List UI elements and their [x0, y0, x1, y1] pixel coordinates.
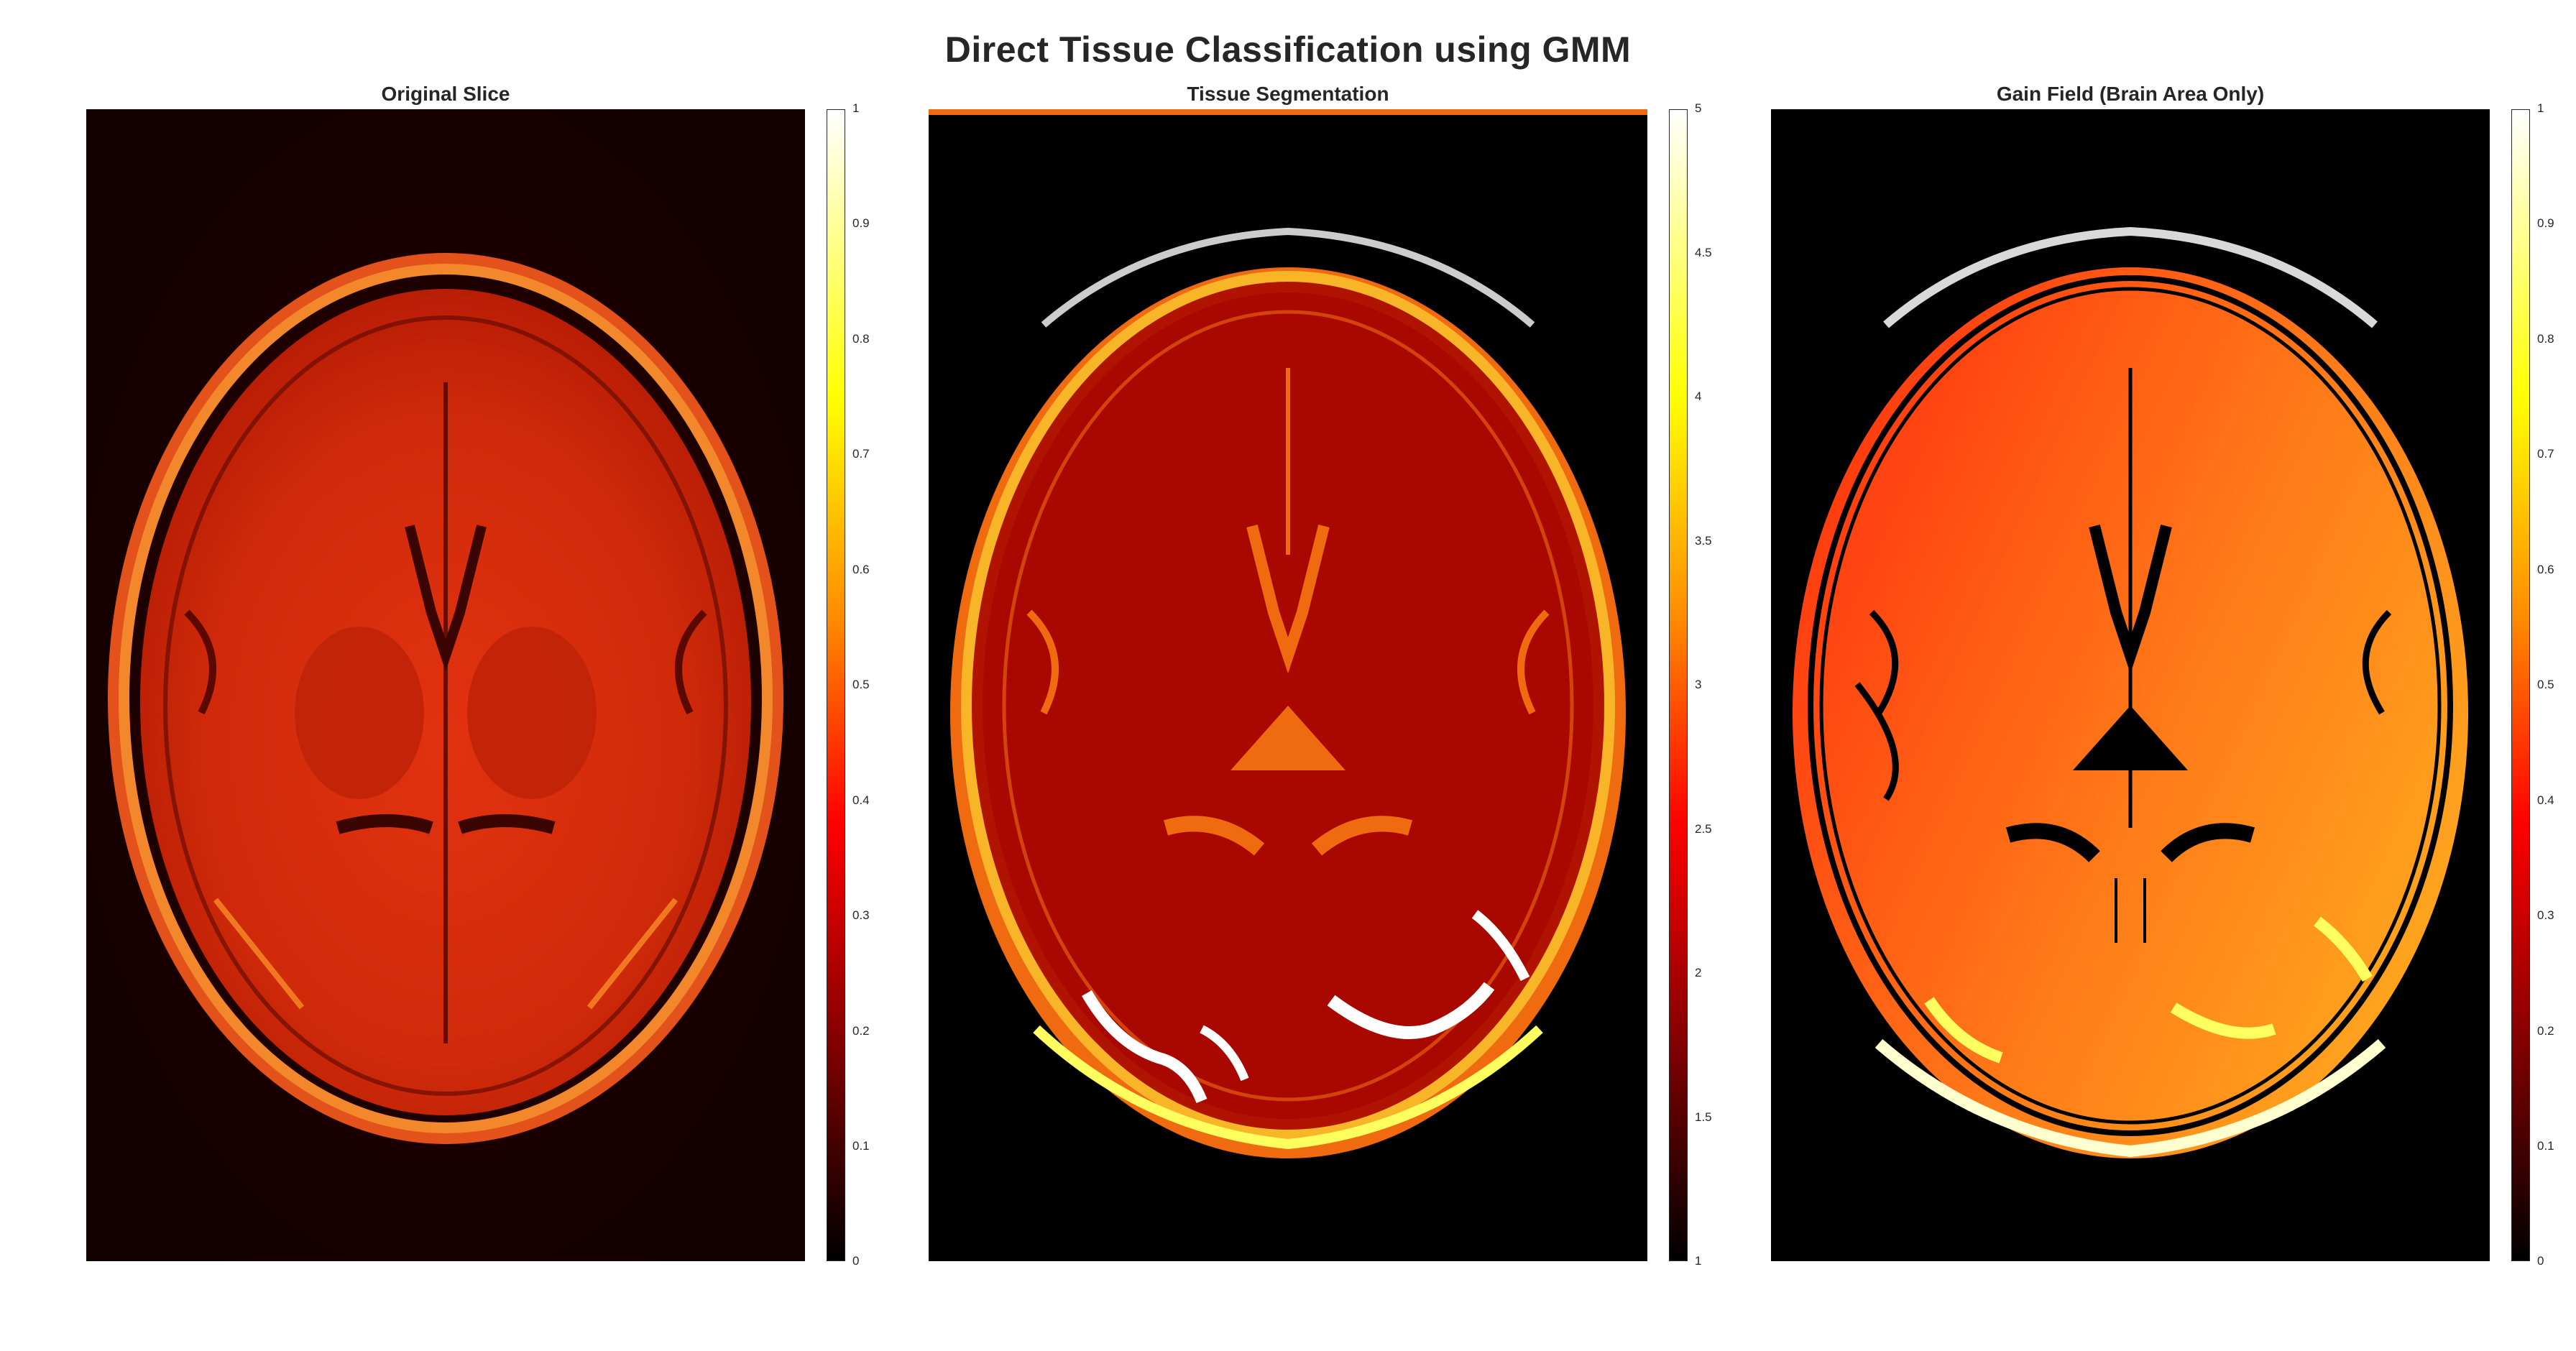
cbar1-tick: 1: [852, 101, 860, 115]
cbar1-tick: 0: [852, 1254, 860, 1268]
cbar1-tick: 0.8: [852, 332, 870, 346]
cbar2-tick: 3.5: [1695, 534, 1712, 548]
cbar3-tick: 0: [2537, 1254, 2544, 1268]
figure-title: Direct Tissue Classification using GMM: [944, 29, 1632, 70]
tissue-segmentation-image: [929, 109, 1647, 1261]
cbar3-tick: 0.6: [2537, 563, 2554, 576]
cbar2-tick: 1: [1695, 1254, 1702, 1268]
cbar1-tick: 0.5: [852, 678, 870, 691]
cbar2-tick: 4: [1695, 389, 1702, 403]
cbar3-tick: 0.4: [2537, 793, 2554, 807]
cbar3-tick: 1: [2537, 101, 2544, 115]
cbar1-tick: 0.6: [852, 563, 870, 576]
cbar3-tick: 0.2: [2537, 1024, 2554, 1038]
colorbar-tissue-segmentation: [1669, 109, 1688, 1261]
cbar2-tick: 2.5: [1695, 822, 1712, 836]
cbar1-tick: 0.3: [852, 908, 870, 922]
cbar2-tick: 5: [1695, 101, 1702, 115]
panel-title-tissue-segmentation: Tissue Segmentation: [1187, 83, 1389, 105]
colorbar-original-slice: [827, 109, 845, 1261]
panel-title-original-slice: Original Slice: [381, 83, 510, 105]
cbar1-tick: 0.4: [852, 793, 870, 807]
cbar1-tick: 0.7: [852, 447, 870, 461]
cbar2-tick: 2: [1695, 966, 1702, 979]
cbar3-tick: 0.3: [2537, 908, 2554, 922]
cbar2-tick: 3: [1695, 678, 1702, 691]
cbar1-tick: 0.2: [852, 1024, 870, 1038]
cbar1-tick: 0.9: [852, 216, 870, 230]
cbar3-tick: 0.5: [2537, 678, 2554, 691]
gain-field-image: [1771, 109, 2490, 1261]
cbar2-tick: 4.5: [1695, 246, 1712, 259]
cbar3-tick: 0.9: [2537, 216, 2554, 230]
panel-title-gain-field: Gain Field (Brain Area Only): [1996, 83, 2265, 105]
cbar3-tick: 0.8: [2537, 332, 2554, 346]
cbar1-tick: 0.1: [852, 1139, 870, 1153]
cbar2-tick: 1.5: [1695, 1110, 1712, 1124]
colorbar-gain-field: [2511, 109, 2530, 1261]
original-slice-image: [86, 109, 805, 1261]
cbar3-tick: 0.7: [2537, 447, 2554, 461]
cbar3-tick: 0.1: [2537, 1139, 2554, 1153]
